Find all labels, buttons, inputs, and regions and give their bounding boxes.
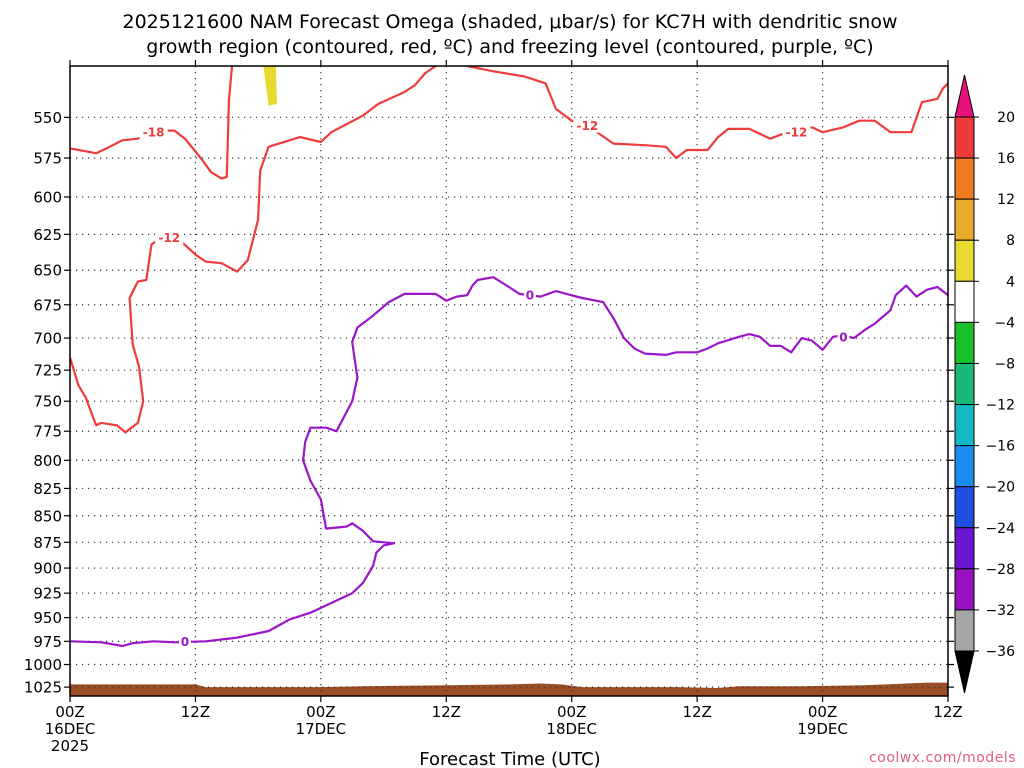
ytick-label-925: 925 xyxy=(33,585,62,603)
snow_growth-contour-1 xyxy=(70,66,437,434)
freezing_level-contour-3 xyxy=(70,276,948,648)
colorbar-bin-9 xyxy=(954,445,975,488)
contour-label-bg-6 xyxy=(837,329,850,344)
colorbar-label-5: −4 xyxy=(994,315,1015,331)
colorbar-label-1: 16 xyxy=(997,151,1015,167)
ytick-label-1000: 1000 xyxy=(24,656,62,674)
contour-lines xyxy=(70,66,948,648)
colorbar: 20 16 12 8 4 −4 −8 −12 −16 −20 −24 −28 −32 −36 xyxy=(954,74,1015,694)
plot-frame xyxy=(69,65,949,697)
ytick-label-650: 650 xyxy=(33,262,62,280)
colorbar-bottom-arrow xyxy=(954,650,975,694)
xtick-label-72-1: 00Z xyxy=(808,703,837,721)
xtick-label-0-1: 00Z xyxy=(55,703,84,721)
contour-label-0: -18 xyxy=(143,126,165,140)
colorbar-bin-12 xyxy=(954,568,975,611)
ytick-label-600: 600 xyxy=(33,188,62,206)
xtick-label-24-2: 17DEC xyxy=(296,720,347,738)
colorbar-label-9: −20 xyxy=(985,480,1015,496)
colorbar-label-2: 12 xyxy=(997,192,1015,208)
contour-label-1: -12 xyxy=(158,231,180,245)
contour-label-4: 0 xyxy=(181,635,189,649)
colorbar-label-0: 20 xyxy=(997,110,1015,126)
colorbar-label-11: −28 xyxy=(985,562,1015,578)
ytick-label-850: 850 xyxy=(33,507,62,525)
ytick-label-625: 625 xyxy=(33,226,62,244)
colorbar-bin-6 xyxy=(954,321,975,364)
xtick-label-0-3: 2025 xyxy=(51,737,89,755)
contour-label-bg-0 xyxy=(139,125,168,140)
colorbar-bin-4 xyxy=(954,239,975,282)
colorbar-label-12: −32 xyxy=(985,603,1015,619)
colorbar-label-3: 8 xyxy=(1006,233,1015,249)
chart-title-line-1: 2025121600 NAM Forecast Omega (shaded, μ… xyxy=(122,11,897,33)
xtick-label-72-2: 19DEC xyxy=(797,720,848,738)
colorbar-label-6: −8 xyxy=(994,356,1015,372)
colorbar-bin-5 xyxy=(954,280,975,323)
contour-label-bg-4 xyxy=(178,634,191,649)
chart-title-line-2: growth region (contoured, red, ºC) and f… xyxy=(146,36,873,58)
contour-label-bg-1 xyxy=(155,230,184,245)
credit-text: coolwx.com/models xyxy=(869,750,1016,766)
xtick-label-24-1: 00Z xyxy=(306,703,335,721)
xtick-label-48-2: 18DEC xyxy=(546,720,597,738)
colorbar-label-10: −24 xyxy=(985,521,1015,537)
x-axis-label: Forecast Time (UTC) xyxy=(419,749,600,768)
ytick-label-800: 800 xyxy=(33,452,62,470)
contour-label-2: -12 xyxy=(577,119,599,133)
ytick-label-675: 675 xyxy=(33,296,62,314)
colorbar-bin-7 xyxy=(954,362,975,406)
contour-label-bg-2 xyxy=(573,118,602,133)
snow_growth-contour-2 xyxy=(466,66,948,160)
colorbar-bin-8 xyxy=(954,404,975,447)
contour-labels: -18 -12 -12 -12 0 0 0 xyxy=(139,118,850,649)
ytick-label-725: 725 xyxy=(33,362,62,380)
xtick-label-36-1: 12Z xyxy=(432,703,461,721)
xtick-label-84-1: 12Z xyxy=(933,703,962,721)
ytick-label-750: 750 xyxy=(33,393,62,411)
ytick-label-550: 550 xyxy=(33,109,62,127)
colorbar-bin-11 xyxy=(954,527,975,570)
snow_growth-contour-0 xyxy=(70,66,234,180)
colorbar-label-7: −12 xyxy=(985,398,1015,414)
grid-lines xyxy=(69,66,949,696)
ytick-label-875: 875 xyxy=(33,534,62,552)
contour-label-bg-5 xyxy=(523,288,536,303)
contour-label-5: 0 xyxy=(526,289,534,303)
ytick-label-575: 575 xyxy=(33,150,62,168)
xtick-label-0-2: 16DEC xyxy=(45,720,96,738)
colorbar-label-13: −36 xyxy=(985,644,1015,660)
colorbar-bin-10 xyxy=(954,486,975,529)
y-axis-ticks: 550 575 600 625 650 675 700 725 750 775 800 825 850 8… xyxy=(24,109,954,697)
ytick-label-700: 700 xyxy=(33,330,62,348)
colorbar-bin-1 xyxy=(954,116,975,159)
omega-shading xyxy=(263,66,277,106)
xtick-label-60-1: 12Z xyxy=(682,703,711,721)
colorbar-bin-3 xyxy=(954,198,975,241)
ytick-label-900: 900 xyxy=(33,560,62,578)
ytick-label-950: 950 xyxy=(33,609,62,627)
xtick-label-12-1: 12Z xyxy=(181,703,210,721)
xtick-label-48-1: 00Z xyxy=(557,703,586,721)
colorbar-bin-13 xyxy=(954,609,975,652)
colorbar-label-8: −16 xyxy=(985,439,1015,455)
colorbar-label-4: 4 xyxy=(1006,274,1015,290)
omega-shade-0 xyxy=(263,66,277,106)
terrain-fill xyxy=(70,682,948,696)
ytick-label-825: 825 xyxy=(33,480,62,498)
contour-label-bg-3 xyxy=(782,125,811,140)
contour-label-3: -12 xyxy=(786,126,808,140)
ytick-label-775: 775 xyxy=(33,423,62,441)
ytick-label-1025: 1025 xyxy=(24,679,62,697)
colorbar-bin-2 xyxy=(954,157,975,200)
ytick-label-975: 975 xyxy=(33,633,62,651)
contour-label-6: 0 xyxy=(839,330,847,344)
